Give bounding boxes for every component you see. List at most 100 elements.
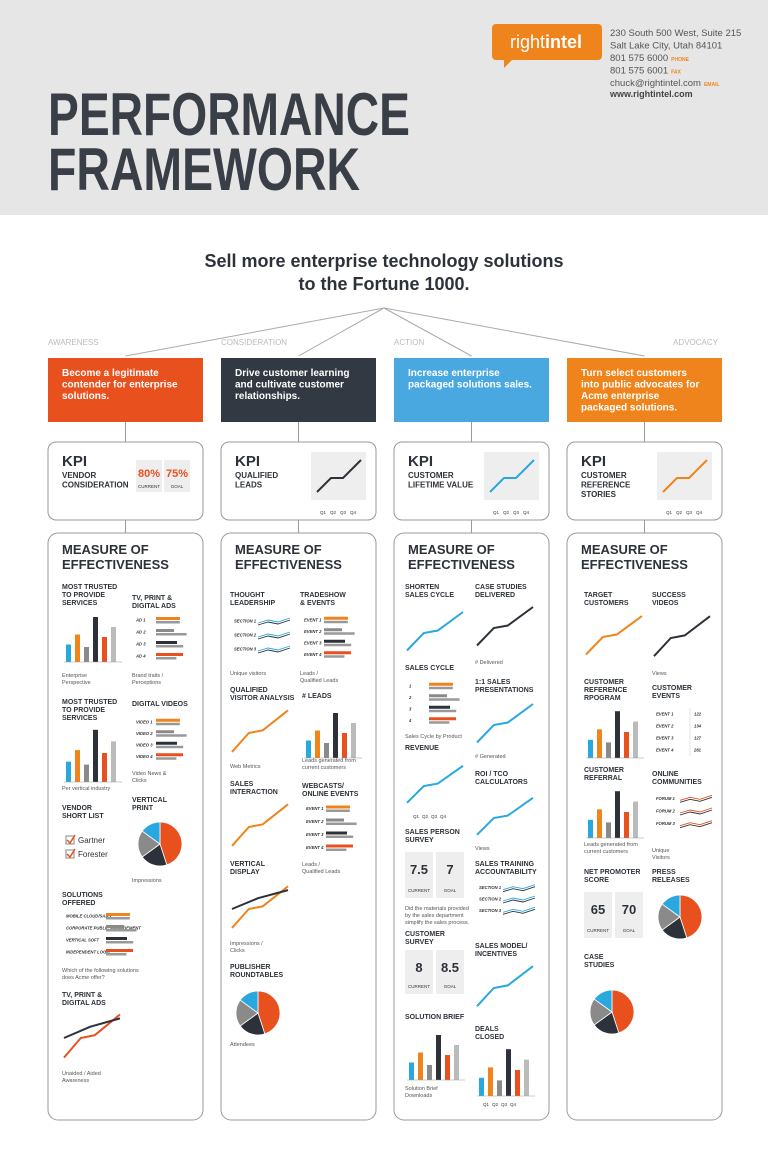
thumb-bar	[506, 1049, 511, 1096]
item-title: MOST TRUSTED	[62, 699, 117, 706]
thumb-wave	[257, 631, 291, 638]
thumb-label: EVENT 4	[306, 845, 324, 850]
thumb-line	[406, 765, 464, 804]
thumb-bar	[156, 734, 187, 737]
thumb-label: AD 3	[135, 642, 146, 647]
num-cell	[615, 892, 643, 938]
item-caption: Leads /	[300, 671, 319, 677]
thumb-bar	[75, 634, 80, 662]
thumb-bar	[351, 723, 356, 758]
thumb-label: SECTION 2	[479, 897, 502, 902]
item-title: VENDOR	[62, 805, 92, 812]
item-caption: Leads generated from	[584, 842, 638, 848]
thumb-bar	[75, 750, 80, 782]
item-title: SALES CYCLE	[405, 665, 454, 672]
pie-slice	[159, 821, 183, 866]
item-title: CUSTOMER	[584, 767, 624, 774]
thumb-bar	[429, 709, 457, 713]
goal-text: Become a legitimate	[62, 368, 159, 379]
thumb-bar	[429, 717, 456, 721]
contact-value: 801 575 6001	[610, 66, 668, 77]
item-caption: Awareness	[62, 1078, 89, 1084]
item-caption: does Acme offer?	[62, 975, 105, 981]
item-caption: # Generated	[475, 754, 506, 760]
phase-label: AWARENESS	[48, 338, 99, 347]
measure-title: MEASURE OF	[581, 542, 668, 557]
item-caption: Qualified Leads	[302, 869, 340, 875]
thumb-bar	[156, 633, 187, 636]
item-title: WEBCASTS/	[302, 783, 344, 790]
contact-value: 801 575 6000	[610, 53, 668, 64]
thumb-bar	[111, 741, 116, 782]
measure-title: EFFECTIVENESS	[62, 557, 169, 572]
kpi-cell	[164, 460, 190, 492]
item-title: VIDEOS	[652, 600, 679, 607]
item-title: PRINT	[132, 805, 154, 812]
thumb-bar	[497, 1080, 502, 1096]
thumb-wave	[257, 619, 291, 626]
thumb-wave	[679, 796, 713, 803]
thumb-label: AD 2	[135, 630, 146, 635]
num-cell	[584, 892, 612, 938]
thumb-bar	[106, 925, 124, 928]
thumb-bar	[106, 949, 133, 952]
item-title: VISITOR ANALYSIS	[230, 695, 295, 702]
contact-type: FAX	[671, 70, 681, 76]
phase-label: ACTION	[394, 338, 424, 347]
kpi-name: STORIES	[581, 490, 617, 499]
thumb-bar	[102, 753, 107, 782]
item-title: SALES CYCLE	[405, 592, 454, 599]
thumb-bar	[306, 740, 311, 758]
thumb-label: FORUM 3	[656, 821, 676, 826]
thumb-bar	[156, 718, 180, 722]
item-title: CASE STUDIES	[475, 584, 527, 591]
quarter-label: Q2	[330, 510, 337, 515]
item-caption: Attendees	[230, 1042, 255, 1048]
thumb-bar	[324, 743, 329, 758]
item-title: QUALIFIED	[230, 687, 268, 694]
thumb-label: VIDEO 1	[136, 719, 153, 724]
kpi-goal-label: GOAL	[171, 484, 184, 489]
item-caption: Leads generated from	[302, 758, 356, 764]
item-caption: Impressions /	[230, 941, 263, 947]
check-label: Gartner	[78, 836, 105, 845]
thumb-label: AD 1	[135, 618, 146, 623]
headline: Sell more enterprise technology solution…	[204, 251, 563, 271]
item-caption: Unique	[652, 848, 669, 854]
contact: chuck@rightintel.com EMAIL	[610, 78, 720, 89]
current-label: CURRENT	[587, 928, 609, 933]
item-title: TV, PRINT &	[132, 595, 172, 602]
item-title: DELIVERED	[475, 592, 515, 599]
thumb-bar	[479, 1077, 484, 1096]
checkmark	[66, 848, 76, 859]
item-caption: current customers	[302, 765, 346, 771]
thumb-line	[476, 965, 534, 1007]
item-caption: Clicks	[230, 948, 245, 954]
kpi-name: LIFETIME VALUE	[408, 481, 474, 490]
logo: rightintel	[510, 32, 582, 52]
goal-box	[394, 358, 549, 422]
kpi-cell	[136, 460, 162, 492]
thumb-wave	[502, 886, 536, 893]
address: Salt Lake City, Utah 84101	[610, 41, 722, 52]
check-label: Forester	[78, 850, 108, 859]
kpi-name: REFERENCE	[581, 481, 631, 490]
kpi-thumb	[311, 452, 366, 500]
logo-bold: intel	[545, 32, 582, 52]
item-caption: Unaided / Aided	[62, 1071, 101, 1077]
measure-title: MEASURE OF	[62, 542, 149, 557]
quarter-label: Q2	[503, 510, 510, 515]
thumb-bar	[409, 1062, 414, 1080]
thumb-wave	[257, 645, 291, 652]
item-title: REFERENCE	[584, 687, 628, 694]
tree-line	[125, 307, 385, 357]
quarter-label: Q4	[440, 814, 447, 819]
quarter-label: Q1	[483, 1102, 490, 1107]
measure-box	[220, 532, 377, 1121]
thumb-bar	[156, 617, 180, 620]
quarter-label: Q1	[320, 510, 327, 515]
kpi-name: CUSTOMER	[581, 471, 627, 480]
tree-line	[383, 307, 645, 357]
item-caption: Views	[475, 846, 490, 852]
quarter-label: Q4	[696, 510, 703, 515]
